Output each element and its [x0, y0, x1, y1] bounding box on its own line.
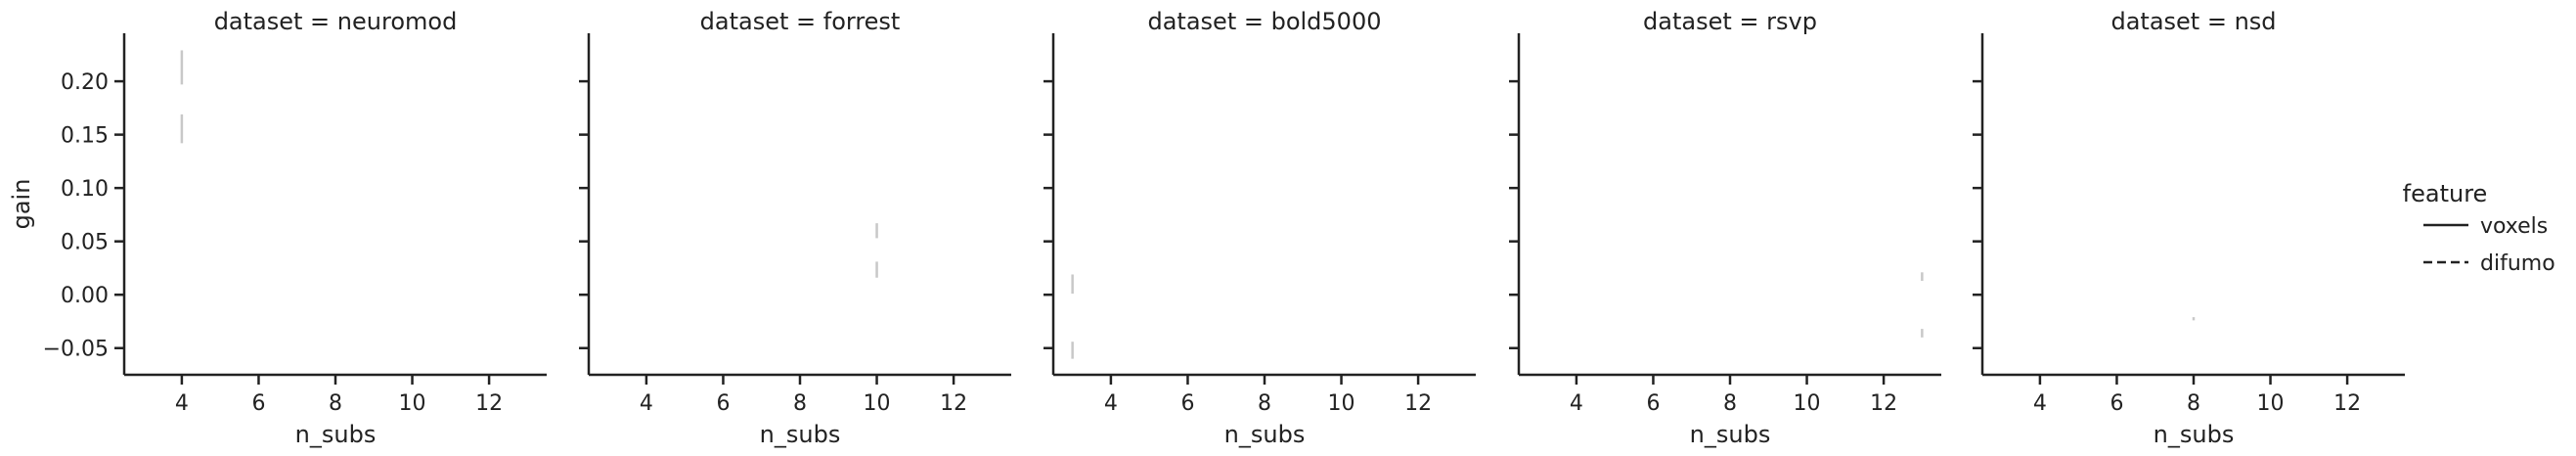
- panel-title: dataset = bold5000: [1147, 8, 1381, 35]
- x-tick-label: 4: [1570, 391, 1583, 416]
- y-tick-label: 0.05: [61, 231, 109, 255]
- legend-label: voxels: [2480, 214, 2548, 239]
- x-tick-label: 6: [716, 391, 730, 416]
- y-axis-label: gain: [8, 179, 35, 230]
- panel-title: dataset = forrest: [700, 8, 901, 35]
- x-tick-label: 8: [1723, 391, 1737, 416]
- x-tick-label: 12: [475, 391, 503, 416]
- x-tick-label: 4: [175, 391, 189, 416]
- x-tick-label: 4: [640, 391, 653, 416]
- y-tick-label: 0.00: [61, 284, 109, 308]
- x-axis-label: n_subs: [760, 421, 841, 448]
- legend-title: feature: [2403, 180, 2488, 207]
- x-tick-label: 12: [940, 391, 967, 416]
- panel-title: dataset = nsd: [2110, 8, 2276, 35]
- panel-title: dataset = rsvp: [1643, 8, 1817, 35]
- x-axis-label: n_subs: [2154, 421, 2235, 448]
- x-axis-label: n_subs: [1690, 421, 1771, 448]
- x-tick-label: 8: [793, 391, 807, 416]
- y-tick-label: 0.15: [61, 124, 109, 149]
- x-axis-label: n_subs: [1224, 421, 1306, 448]
- x-tick-label: 10: [2257, 391, 2285, 416]
- x-tick-label: 10: [399, 391, 426, 416]
- x-tick-label: 6: [1180, 391, 1194, 416]
- y-tick-label: −0.05: [43, 338, 109, 362]
- x-tick-label: 8: [2187, 391, 2200, 416]
- x-tick-label: 10: [1328, 391, 1355, 416]
- x-tick-label: 6: [251, 391, 265, 416]
- x-axis-label: n_subs: [295, 421, 377, 448]
- legend-label: difumo: [2480, 251, 2555, 276]
- y-tick-label: 0.10: [61, 177, 109, 202]
- x-tick-label: 8: [329, 391, 342, 416]
- panel-title: dataset = neuromod: [214, 8, 458, 35]
- x-tick-label: 10: [1794, 391, 1821, 416]
- x-tick-label: 12: [2333, 391, 2361, 416]
- x-tick-label: 12: [1404, 391, 1432, 416]
- x-tick-label: 6: [2110, 391, 2123, 416]
- y-tick-label: 0.20: [61, 70, 109, 95]
- x-tick-label: 12: [1870, 391, 1897, 416]
- x-tick-label: 8: [1258, 391, 1271, 416]
- x-tick-label: 4: [2033, 391, 2047, 416]
- x-tick-label: 10: [864, 391, 891, 416]
- x-tick-label: 4: [1104, 391, 1118, 416]
- x-tick-label: 6: [1646, 391, 1660, 416]
